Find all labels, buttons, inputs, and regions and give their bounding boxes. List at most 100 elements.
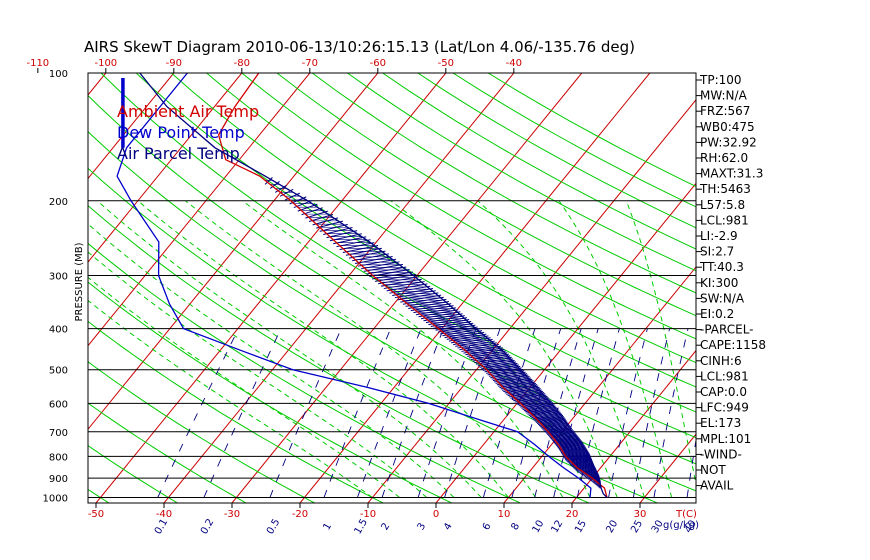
stat-label: LFC:949 bbox=[700, 401, 749, 415]
stat-label: WB0:475 bbox=[700, 120, 755, 134]
stat-label: PW:32.92 bbox=[700, 135, 757, 149]
mixing-ratio-label: 4 bbox=[442, 521, 455, 532]
cape-hatch-line bbox=[392, 287, 434, 296]
mixing-ratio-label: 15 bbox=[573, 518, 589, 535]
pressure-tick-label: 400 bbox=[49, 325, 68, 336]
cape-hatch-line bbox=[316, 220, 344, 229]
chart-title: AIRS SkewT Diagram 2010-06-13/10:26:15.1… bbox=[84, 38, 635, 56]
isotherm-line bbox=[231, 73, 583, 503]
cape-hatch-line bbox=[374, 273, 416, 282]
cape-hatch-line bbox=[514, 394, 547, 403]
cape-hatch-line bbox=[495, 375, 530, 384]
stat-label: CINH:6 bbox=[700, 354, 742, 368]
mixing-ratio-label: 20 bbox=[604, 518, 620, 535]
cape-hatch-line bbox=[333, 236, 367, 245]
cape-hatch-line bbox=[491, 371, 526, 380]
stat-label: EI:0.2 bbox=[700, 307, 734, 321]
stat-label: TP:100 bbox=[699, 73, 742, 87]
stat-label: SI:2.7 bbox=[700, 245, 734, 259]
stat-label: TH:5463 bbox=[699, 182, 751, 196]
cape-hatch-line bbox=[541, 421, 568, 430]
top-temp-tick-label: -40 bbox=[506, 58, 522, 69]
cape-hatch-line bbox=[329, 233, 362, 242]
chart-legend: Ambient Air Temp Dew Point Temp Air Parc… bbox=[117, 102, 259, 163]
legend-dew-point-temp: Dew Point Temp bbox=[117, 123, 245, 142]
isotherm-line bbox=[776, 73, 870, 503]
cape-hatch-line bbox=[525, 404, 555, 413]
cape-hatch-line bbox=[531, 410, 560, 419]
cape-hatch-line bbox=[526, 405, 556, 414]
dry-adiabat-line bbox=[241, 73, 696, 340]
isotherm-line bbox=[88, 73, 243, 263]
mixing-ratio-label: 8 bbox=[509, 521, 522, 532]
cape-hatch-line bbox=[482, 362, 518, 371]
stat-label: L57:5.8 bbox=[700, 198, 745, 212]
moist-adiabat-line bbox=[558, 200, 673, 498]
dry-adiabat-line bbox=[276, 73, 696, 317]
cape-hatch-line bbox=[545, 425, 571, 434]
cape-hatch-line bbox=[521, 400, 552, 409]
stat-label: KI:300 bbox=[700, 276, 738, 290]
stat-label: FRZ:567 bbox=[700, 104, 750, 118]
cape-hatch-line bbox=[484, 364, 519, 373]
cape-hatch-line bbox=[487, 367, 522, 376]
moist-adiabat-line bbox=[88, 223, 455, 498]
cape-hatching bbox=[264, 176, 601, 489]
mixing-ratio-line bbox=[203, 328, 282, 498]
mixing-ratio-line bbox=[157, 328, 240, 498]
mixing-ratio-label: 12 bbox=[549, 518, 565, 535]
dry-adiabat-line bbox=[88, 242, 521, 503]
cape-hatch-line bbox=[354, 256, 393, 265]
stat-label: EL:173 bbox=[700, 416, 741, 430]
stat-label: CAP:0.0 bbox=[700, 385, 747, 399]
dry-adiabat-line bbox=[88, 281, 453, 503]
cape-hatch-line bbox=[492, 373, 528, 382]
mixing-ratio-line bbox=[608, 328, 648, 498]
y-axis-label: PRESSURE (MB) bbox=[74, 242, 85, 321]
cape-hatch-line bbox=[394, 290, 436, 299]
bottom-temp-tick-label: -50 bbox=[88, 509, 104, 520]
cape-hatch-line bbox=[360, 261, 400, 270]
mixing-ratio-line bbox=[381, 328, 444, 498]
cape-hatch-line bbox=[513, 393, 546, 402]
cape-hatch-line bbox=[400, 294, 442, 303]
cape-hatch-line bbox=[543, 423, 570, 432]
cape-hatch-line bbox=[527, 406, 557, 415]
cape-hatch-line bbox=[326, 230, 358, 239]
mixing-ratio-unit: g(g/kg) bbox=[663, 520, 699, 531]
cape-hatch-line bbox=[508, 389, 542, 398]
top-temp-tick-label: -80 bbox=[234, 58, 250, 69]
cape-hatch-line bbox=[357, 258, 397, 267]
cape-hatch-line bbox=[490, 370, 525, 379]
cape-hatch-line bbox=[506, 386, 540, 395]
cape-hatch-line bbox=[386, 283, 428, 292]
cape-hatch-line bbox=[351, 253, 390, 262]
stat-label: CAPE:1158 bbox=[700, 338, 766, 352]
ambient-air-temp-line bbox=[217, 73, 608, 498]
cape-hatch-line bbox=[542, 422, 569, 431]
stat-label: LCL:981 bbox=[700, 213, 749, 227]
stat-label: MPL:101 bbox=[700, 432, 751, 446]
dry-adiabat-line bbox=[88, 402, 247, 503]
cape-hatch-line bbox=[503, 384, 538, 393]
cape-hatch-line bbox=[522, 402, 553, 410]
cape-hatch-line bbox=[397, 292, 439, 301]
cape-hatch-line bbox=[533, 412, 562, 421]
air-parcel-temp-line bbox=[139, 73, 608, 498]
stat-label: LI:-2.9 bbox=[700, 229, 738, 243]
dry-adiabat-line bbox=[88, 204, 590, 503]
cape-hatch-line bbox=[534, 413, 563, 422]
dry-adiabat-line bbox=[452, 73, 696, 208]
cape-hatch-line bbox=[342, 244, 379, 253]
chart-frame bbox=[87, 72, 697, 504]
stat-label: -WIND- bbox=[700, 447, 742, 461]
chart-ticks: 1002003004005006007008009001000-120-110-… bbox=[26, 58, 699, 536]
pressure-tick-label: 700 bbox=[49, 428, 68, 439]
top-temp-tick-label: -50 bbox=[438, 58, 454, 69]
dry-adiabat-line bbox=[88, 94, 696, 465]
cape-hatch-line bbox=[380, 278, 422, 287]
cape-hatch-line bbox=[523, 403, 554, 412]
cape-hatch-line bbox=[369, 268, 410, 277]
isotherm-line bbox=[844, 73, 870, 503]
